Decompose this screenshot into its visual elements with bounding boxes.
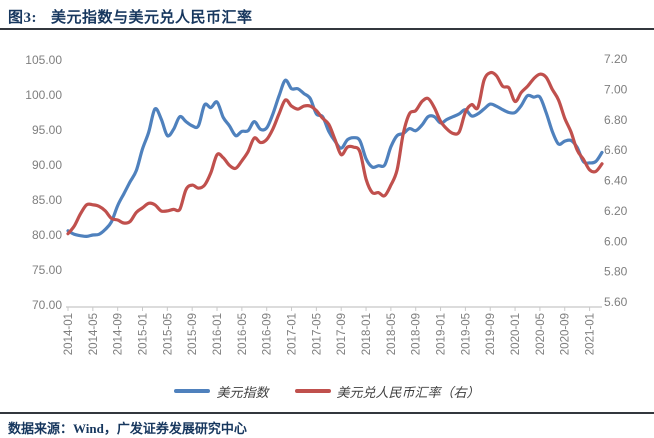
y-axis-right-tick-label: 6.80 (604, 113, 628, 127)
header-divider (0, 28, 654, 30)
y-axis-right-tick-label: 6.60 (604, 143, 628, 157)
y-axis-left-tick-label: 100.00 (25, 88, 62, 102)
legend-item-usdcny: 美元兑人民币汇率（右） (294, 382, 480, 401)
figure-number: 图3: (8, 10, 37, 26)
y-axis-right-tick-label: 6.20 (604, 204, 628, 218)
x-axis-tick-label: 2019-09 (485, 313, 497, 355)
y-axis-left-tick-label: 75.00 (32, 263, 62, 277)
y-axis-right-tick-label: 6.00 (604, 234, 628, 248)
x-axis-tick-label: 2019-01 (436, 313, 448, 355)
y-axis-left-tick-label: 105.00 (25, 53, 62, 67)
x-axis-tick-label: 2015-05 (162, 313, 174, 355)
y-axis-right-tick-label: 7.20 (604, 52, 628, 66)
legend-item-usd-index: 美元指数 (174, 382, 269, 401)
x-axis-tick-label: 2018-09 (411, 313, 423, 355)
x-axis-tick-label: 2017-01 (287, 313, 299, 355)
y-axis-left-tick-label: 85.00 (32, 193, 62, 207)
y-axis-right-tick-label: 5.60 (604, 295, 628, 309)
x-axis-tick-label: 2015-09 (187, 313, 199, 355)
usdcny-line-swatch (294, 389, 331, 393)
y-axis-right-tick-label: 7.00 (604, 82, 628, 96)
x-axis-tick-label: 2017-09 (336, 313, 348, 355)
y-axis-left-tick-label: 80.00 (32, 228, 62, 242)
x-axis-tick-label: 2017-05 (311, 313, 323, 355)
legend-label-usdcny: 美元兑人民币汇率（右） (336, 384, 480, 400)
chart-canvas: 105.00 100.00 95.00 90.00 85.00 80.00 75.00 70.… (25, 52, 628, 355)
y-axis-right-tick-label: 5.80 (604, 265, 628, 279)
x-axis-tick-label: 2016-05 (237, 313, 249, 355)
y-axis-left-tick-label: 95.00 (32, 123, 62, 137)
y-axis-left-tick-label: 90.00 (32, 158, 62, 172)
x-axis-tick-label: 2016-01 (212, 313, 224, 355)
figure-title-text: 美元指数与美元兑人民币汇率 (51, 10, 253, 26)
x-axis-tick-label: 2018-01 (361, 313, 373, 355)
figure-title: 图3: 美元指数与美元兑人民币汇率 (8, 6, 253, 27)
x-axis-tick-label: 2014-09 (113, 313, 125, 355)
x-axis-tick-label: 2016-09 (262, 313, 274, 355)
x-axis-tick-label: 2019-05 (460, 313, 472, 355)
y-axis-right-tick-label: 6.40 (604, 174, 628, 188)
x-axis-tick-label: 2020-09 (560, 313, 572, 355)
x-axis-tick-label: 2020-01 (510, 313, 522, 355)
usdcny-line (66, 70, 604, 236)
x-axis-tick-label: 2014-01 (63, 313, 75, 355)
x-axis-tick-label: 2014-05 (88, 313, 100, 355)
usd-index-line-swatch (174, 389, 211, 393)
usd-index-line (66, 78, 604, 239)
figure-footer: 数据来源：Wind，广发证券发展研究中心 (0, 412, 654, 438)
x-axis-tick-label: 2021-01 (585, 313, 597, 355)
x-axis-tick-label: 2020-05 (535, 313, 547, 355)
x-axis-tick-label: 2018-05 (386, 313, 398, 355)
x-axis-tick-label: 2015-01 (138, 313, 150, 355)
data-source-text: 数据来源：Wind，广发证券发展研究中心 (8, 421, 247, 436)
legend-label-usd-index: 美元指数 (216, 384, 269, 400)
y-axis-left-tick-label: 70.00 (32, 298, 62, 312)
chart-legend: 美元指数 美元兑人民币汇率（右） (0, 382, 654, 400)
